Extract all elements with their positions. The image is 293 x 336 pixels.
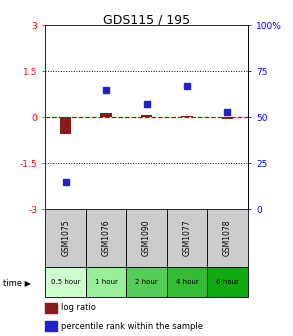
Bar xyxy=(207,267,248,297)
Text: GSM1077: GSM1077 xyxy=(183,220,191,256)
Bar xyxy=(181,116,193,117)
Text: percentile rank within the sample: percentile rank within the sample xyxy=(61,322,202,331)
Bar xyxy=(60,117,71,134)
Text: GSM1076: GSM1076 xyxy=(102,220,110,256)
Text: 2 hour: 2 hour xyxy=(135,279,158,285)
Text: GSM1078: GSM1078 xyxy=(223,220,232,256)
Text: GSM1090: GSM1090 xyxy=(142,220,151,256)
Bar xyxy=(141,115,152,117)
Bar xyxy=(45,267,86,297)
Bar xyxy=(86,267,126,297)
Text: 4 hour: 4 hour xyxy=(176,279,198,285)
Bar xyxy=(126,267,167,297)
Text: log ratio: log ratio xyxy=(61,303,96,312)
Text: 1 hour: 1 hour xyxy=(95,279,117,285)
Text: GDS115 / 195: GDS115 / 195 xyxy=(103,13,190,27)
Bar xyxy=(45,321,57,331)
Text: 6 hour: 6 hour xyxy=(216,279,239,285)
Bar xyxy=(167,267,207,297)
Bar xyxy=(45,303,57,313)
Text: 0.5 hour: 0.5 hour xyxy=(51,279,80,285)
Bar xyxy=(126,209,167,267)
Text: time ▶: time ▶ xyxy=(3,278,31,287)
Bar xyxy=(167,209,207,267)
Bar xyxy=(45,209,86,267)
Bar xyxy=(100,113,112,117)
Bar xyxy=(222,117,233,119)
Text: GSM1075: GSM1075 xyxy=(61,220,70,256)
Bar xyxy=(207,209,248,267)
Bar xyxy=(86,209,126,267)
